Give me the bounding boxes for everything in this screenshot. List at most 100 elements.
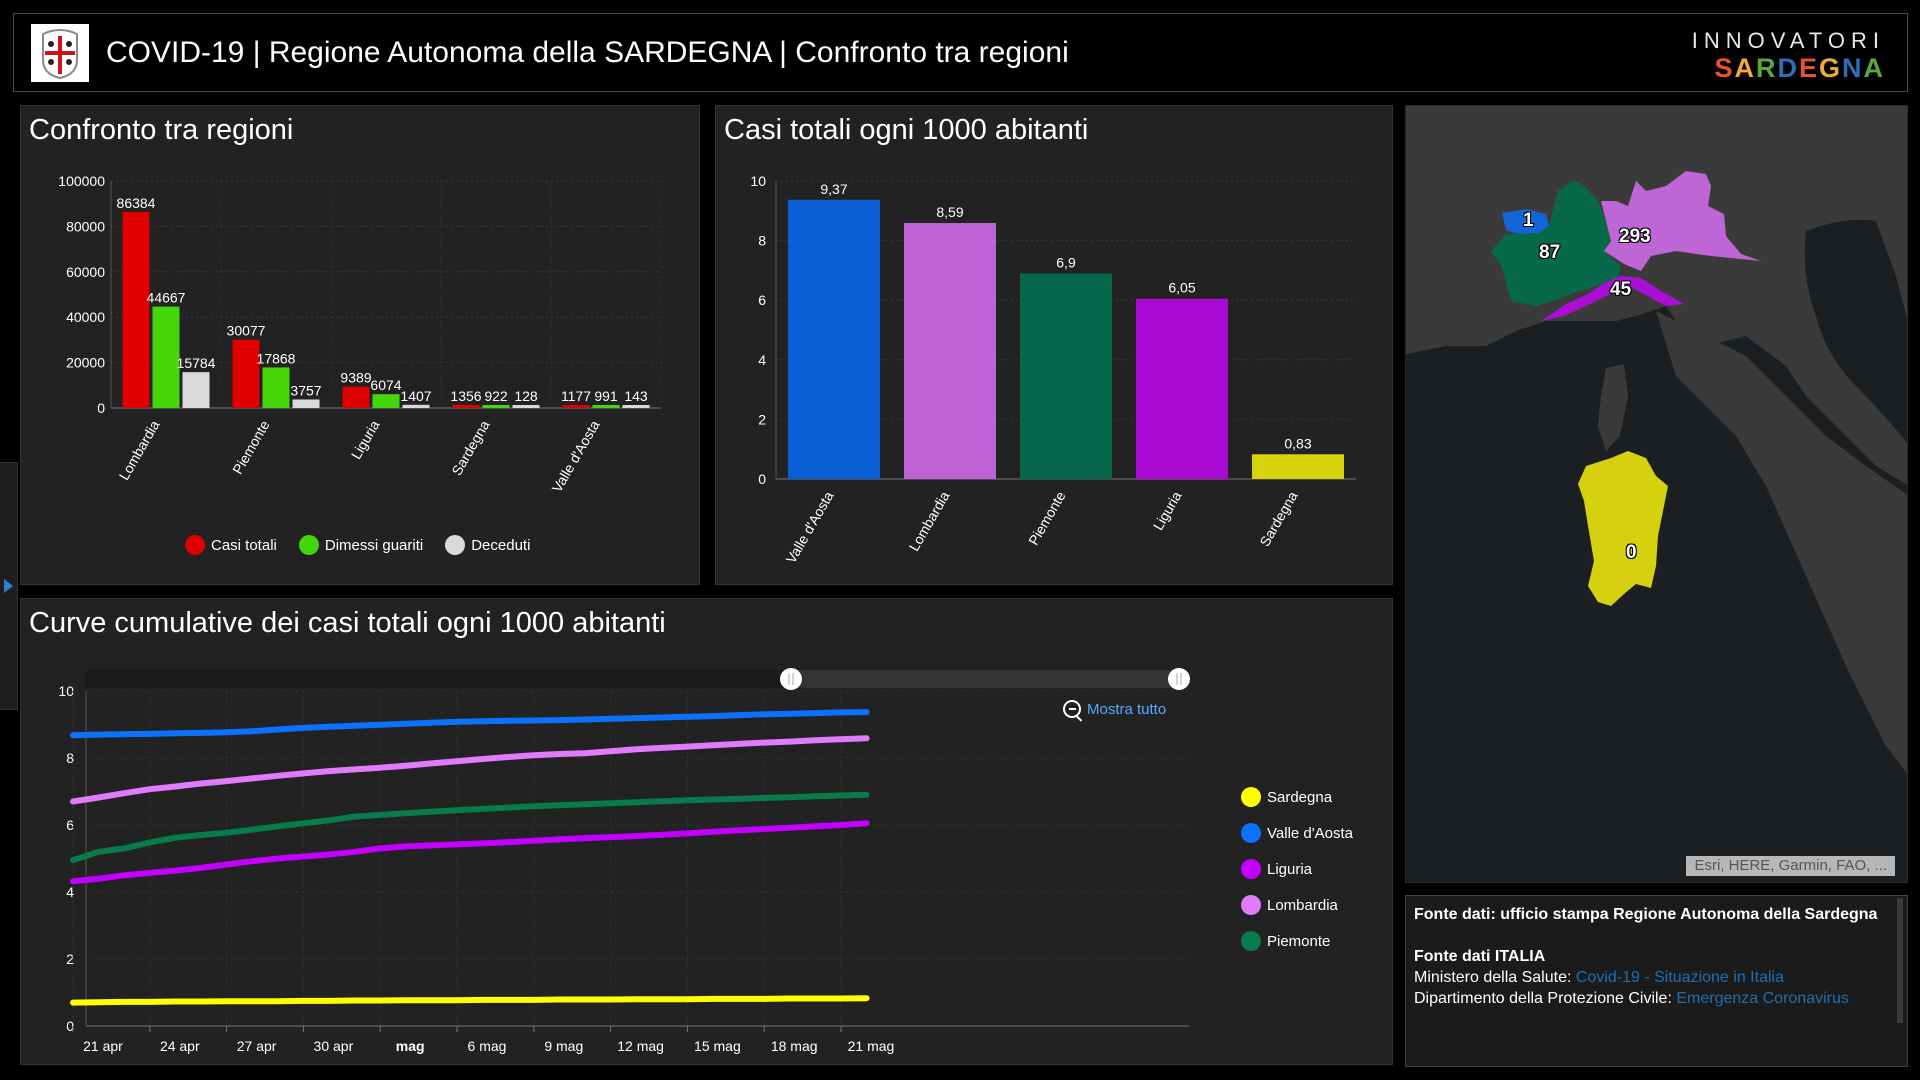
legend-swatch-icon [1241, 895, 1261, 915]
protezione-label: Dipartimento della Protezione Civile: [1414, 990, 1677, 1007]
map-label-lombardia[interactable]: 293 [1619, 226, 1651, 247]
bar-value-label: 17868 [257, 350, 296, 366]
protezione-link[interactable]: Emergenza Coronavirus [1676, 990, 1849, 1007]
x-tick-label: Piemonte [229, 417, 273, 476]
zoom-handle-start[interactable] [779, 668, 802, 690]
y-tick-label: 0 [97, 400, 105, 416]
legend-item[interactable]: Valle d'Aosta [1241, 815, 1353, 851]
bar-casi-totali [452, 404, 480, 408]
legend-label: Liguria [1267, 860, 1313, 878]
bar-deceduti [512, 405, 540, 408]
brand-letter: S [1714, 53, 1735, 83]
bar-value-label: 15784 [177, 355, 216, 371]
x-tick-label: Liguria [348, 417, 383, 462]
legend-item[interactable]: Dimessi guariti [298, 535, 423, 555]
map-label-valle-daosta[interactable]: 1 [1523, 210, 1534, 231]
legend-item[interactable]: Liguria [1241, 851, 1353, 887]
region-lombardia [1601, 171, 1761, 271]
regions-comparison-panel: Confronto tra regioni 0 20000 40000 60000 80… [20, 105, 700, 585]
brand-letter: N [1842, 53, 1864, 83]
legend-swatch-icon [185, 535, 205, 555]
legend-swatch-icon [445, 535, 466, 555]
legend-swatch-icon [1241, 859, 1261, 879]
x-tick-label: Lombardia [906, 488, 953, 553]
bar-dimessi-guariti [372, 394, 400, 408]
x-tick-label: 12 mag [617, 1038, 664, 1054]
y-tick-label: 2 [758, 411, 766, 427]
cumulative-curves-chart[interactable]: 0 2 4 6 8 10 21 apr 24 apr 27 apr 30 apr mag 6 mag 9… [21, 599, 1394, 1066]
brand-letter: E [1798, 53, 1819, 83]
x-tick-label: Valle d'Aosta [549, 417, 603, 495]
bar-value-label: 8,59 [936, 204, 963, 220]
legend-label: Lombardia [1267, 896, 1338, 914]
x-tick-label: Piemonte [1025, 488, 1069, 547]
map-view[interactable]: 1 87 293 45 0 Esri, HERE, Garmin, FAO, .… [1405, 105, 1908, 883]
legend-label: Piemonte [1267, 932, 1331, 950]
region-piemonte [1491, 180, 1621, 306]
legend-swatch-icon [1241, 823, 1261, 843]
series-line-valle-d-aosta [70, 709, 870, 739]
bar-value-label: 86384 [117, 195, 156, 211]
map-canvas[interactable] [1406, 106, 1908, 883]
zoom-handle-end[interactable] [1168, 668, 1190, 690]
scrollbar[interactable] [1897, 898, 1903, 1023]
y-tick-label: 6 [758, 292, 766, 308]
y-tick-label: 10 [750, 173, 766, 189]
bar [1136, 298, 1228, 479]
bar-value-label: 44667 [147, 290, 186, 306]
bar-deceduti [182, 372, 210, 408]
brand-letter: G [1818, 53, 1842, 83]
bar [904, 223, 996, 479]
y-tick-label: 4 [66, 884, 74, 900]
y-tick-label: 4 [758, 352, 766, 368]
zoom-out-icon [1063, 700, 1081, 718]
series-line-lombardia [70, 735, 870, 805]
bar-dimessi-guariti [482, 405, 510, 408]
bar-deceduti [402, 404, 430, 408]
map-label-piemonte[interactable]: 87 [1539, 242, 1561, 263]
region-liguria [1541, 276, 1684, 321]
header-bar: COVID-19 | Regione Autonoma della SARDEG… [13, 13, 1908, 92]
bar-value-label: 143 [624, 388, 648, 404]
panel-title: Confronto tra regioni [29, 114, 294, 146]
zoom-selected-range [790, 670, 1179, 688]
panel-title: Casi totali ogni 1000 abitanti [724, 114, 1089, 146]
bar [1020, 273, 1112, 479]
bar-dimessi-guariti [262, 367, 290, 408]
bar-casi-totali [232, 339, 260, 408]
y-tick-label: 20000 [66, 355, 105, 371]
legend-item[interactable]: Sardegna [1241, 779, 1353, 815]
y-tick-label: 0 [758, 471, 766, 487]
y-tick-label: 80000 [66, 218, 105, 234]
map-label-liguria[interactable]: 45 [1610, 279, 1632, 300]
bar-casi-totali [342, 386, 370, 408]
data-sources-panel: Fonte dati: ufficio stampa Regione Auton… [1405, 895, 1908, 1067]
land-italy-peninsula [1656, 311, 1907, 774]
map-label-sardegna[interactable]: 0 [1626, 542, 1637, 563]
legend-item[interactable]: Casi totali [185, 535, 277, 555]
x-tick-label: 6 mag [468, 1038, 507, 1054]
bar-value-label: 9389 [340, 370, 371, 386]
bar-value-label: 922 [484, 388, 508, 404]
legend-swatch-icon [298, 535, 319, 555]
show-all-button[interactable]: Mostra tutto [1063, 700, 1166, 718]
x-tick-label: 9 mag [544, 1038, 583, 1054]
brand-bottom-text: SARDEGNA [1692, 54, 1885, 82]
side-panel-toggle[interactable] [0, 462, 18, 710]
region-sardegna [1578, 451, 1668, 606]
series-line-sardegna [70, 995, 870, 1006]
panel-title: Curve cumulative dei casi totali ogni 10… [29, 607, 666, 639]
legend-item[interactable]: Lombardia [1241, 887, 1353, 923]
bar-value-label: 1177 [561, 388, 591, 404]
legend-item[interactable]: Deceduti [445, 535, 530, 555]
ministero-link[interactable]: Covid-19 - Situazione in Italia [1575, 969, 1784, 986]
y-tick-label: 8 [758, 233, 766, 249]
source-italy-heading: Fonte dati ITALIA [1414, 948, 1546, 965]
x-tick-label: Sardegna [1256, 488, 1300, 549]
brand-letter: A [1734, 53, 1756, 83]
y-tick-label: 100000 [58, 173, 105, 189]
bar-value-label: 6074 [370, 377, 401, 393]
bar-value-label: 1356 [450, 388, 481, 404]
legend-item[interactable]: Piemonte [1241, 923, 1353, 959]
map-attribution[interactable]: Esri, HERE, Garmin, FAO, ... [1686, 856, 1895, 876]
